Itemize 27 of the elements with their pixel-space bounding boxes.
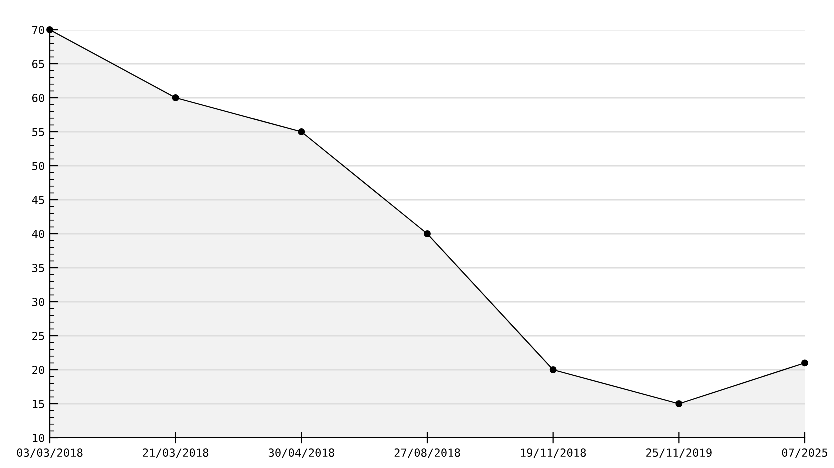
y-tick-label: 60 xyxy=(32,94,44,102)
point xyxy=(172,94,180,102)
point xyxy=(298,128,306,136)
point xyxy=(802,360,808,367)
y-tick-label: 35 xyxy=(32,264,44,272)
point xyxy=(550,366,557,374)
point xyxy=(676,400,683,408)
y-tick-label: 10 xyxy=(33,434,44,442)
y-tick-label: 25 xyxy=(32,332,44,340)
point xyxy=(46,26,54,34)
x-tick-label: 21/03/2018 xyxy=(143,448,209,458)
y-tick-label: 65 xyxy=(32,60,44,68)
y-tick-label: 30 xyxy=(32,298,44,306)
x-tick-label: 25/11/2019 xyxy=(646,448,712,458)
x-tick-label: 27/08/2018 xyxy=(394,448,460,458)
point xyxy=(424,230,431,238)
x-tick-label: 30/04/2018 xyxy=(268,448,334,458)
x-tick-label: 03/03/2018 xyxy=(17,448,83,458)
x-tick-label: 19/11/2018 xyxy=(521,448,586,458)
y-tick-label: 40 xyxy=(32,230,44,238)
x-tick-label: 07/2025 xyxy=(782,448,828,458)
y-tick-label: 70 xyxy=(32,26,44,34)
y-tick-label: 45 xyxy=(32,196,44,204)
y-tick-label: 55 xyxy=(32,128,44,136)
y-tick-label: 50 xyxy=(32,162,44,170)
y-tick-label: 20 xyxy=(32,366,44,374)
y-tick-label: 15 xyxy=(33,400,44,408)
